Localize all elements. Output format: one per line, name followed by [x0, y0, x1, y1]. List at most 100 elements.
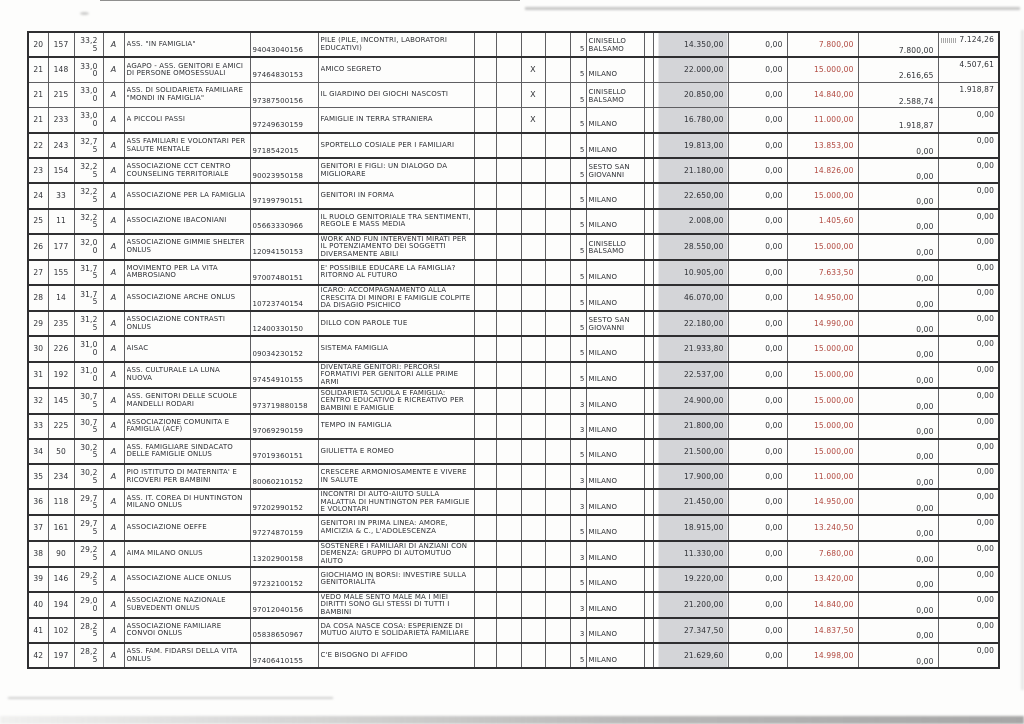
priority-number-cell: 5: [569, 56, 587, 83]
project-title-cell: E' POSSIBILE EDUCARE LA FAMIGLIA? RITORN…: [317, 258, 475, 286]
organization-name-cell-text: ASS FAMILIARI E VOLONTARI PER SALUTE MEN…: [126, 137, 246, 153]
amount-granted-cell: 11.000,00: [786, 107, 859, 134]
project-title-cell: CRESCERE ARMONIOSAMENTE E VIVERE IN SALU…: [317, 463, 475, 490]
mark-column-1-cell: [473, 488, 497, 516]
rank-cell: 23: [27, 157, 49, 184]
priority-number-cell: 5: [569, 30, 587, 58]
mark-column-4-cell: [544, 335, 571, 363]
organization-name-cell-text: AISAC: [126, 345, 149, 353]
rank-cell: 21: [27, 81, 49, 109]
mark-column-1-cell: [473, 258, 497, 286]
priority-number-cell: 5: [569, 641, 587, 669]
score-cell: 33,25: [73, 30, 104, 58]
fiscal-code-cell: 97202990152: [249, 488, 319, 516]
scan-artifact-top-line: [100, 0, 520, 1]
organization-name-cell: ASSOCIAZIONE ALICE ONLUS: [123, 565, 251, 593]
scan-artifact-bottom-streak: [8, 697, 333, 699]
amount-zero-cell: 0,00: [727, 437, 788, 465]
organization-name-cell: ASSOCIAZIONE NAZIONALE SUBVEDENTI ONLUS: [123, 590, 251, 619]
amount-zero-cell: 0,00: [727, 207, 788, 235]
mark-column-1-cell: [473, 310, 497, 337]
application-id-cell: 118: [47, 488, 75, 516]
application-id-cell: 226: [47, 335, 75, 363]
amount-zero-cell: 0,00: [727, 463, 788, 490]
application-id-cell: 233: [47, 107, 75, 134]
amount-final-cell: 0,00: [937, 590, 1000, 619]
application-id-cell: 235: [47, 310, 75, 337]
rank-cell: 21: [27, 107, 49, 134]
amount-paid-cell: 0,00: [857, 437, 939, 465]
priority-number-cell: 3: [569, 463, 587, 490]
amount-final-cell: 0,00: [937, 488, 1000, 516]
amount-requested-cell: 19.813,00: [652, 131, 729, 159]
amount-requested-cell: 21.933,80: [652, 335, 729, 363]
mark-column-1-cell: [473, 30, 497, 58]
mark-column-4-cell: [544, 182, 571, 210]
organization-name-cell-text: PIO ISTITUTO DI MATERNITA' E RICOVERI PE…: [126, 469, 237, 484]
city-cell: MILANO: [585, 488, 645, 516]
category-flag-cell: A: [102, 437, 125, 465]
application-id-cell: 102: [47, 616, 75, 644]
mark-column-1-cell: [473, 463, 497, 490]
project-title-cell-text: SPORTELLO COSIALE PER I FAMILIARI: [320, 141, 455, 149]
city-cell: MILANO: [585, 107, 645, 134]
table-row: 38 90 29,25 A AIMA MILANO ONLUS 13202900158 SO…: [27, 539, 1000, 568]
score-cell: 31,00: [73, 360, 104, 389]
priority-number-cell: 5: [569, 565, 587, 593]
spacer-cell: [643, 157, 654, 184]
table-row: 36 118 29,75 A ASS. IT. COREA DI HUNTINGTON …: [27, 488, 1000, 516]
spacer-cell: [643, 310, 654, 337]
spacer-cell: [643, 386, 654, 415]
mark-column-2-cell: [495, 81, 522, 109]
mark-column-2-cell: [495, 258, 522, 286]
mark-column-4-cell: [544, 131, 571, 159]
fiscal-code-cell: 97387500156: [249, 81, 319, 109]
application-id-cell: 234: [47, 463, 75, 490]
organization-name-cell-text: ASSOCIAZIONE PER LA FAMIGLIA: [126, 192, 246, 200]
x-mark-cell: [520, 616, 546, 644]
project-title-cell-text: GIULIETTA E ROMEO: [320, 447, 394, 455]
application-id-cell: 11: [47, 207, 75, 235]
city-cell: MILANO: [585, 284, 645, 312]
amount-requested-cell: 46.070,00: [652, 284, 729, 312]
fiscal-code-cell: 05663330966: [249, 207, 319, 235]
spacer-cell: [643, 182, 654, 210]
fiscal-code-cell: 97249630159: [249, 107, 319, 134]
x-mark-cell: X: [520, 56, 546, 83]
organization-name-cell: ASSOCIAZIONE CONTRASTI ONLUS: [123, 310, 251, 337]
amount-paid-cell: 0,00: [857, 539, 939, 568]
x-mark-cell: [520, 258, 546, 286]
amount-zero-cell: 0,00: [727, 565, 788, 593]
organization-name-cell-text: ASSOCIAZIONE CONTRASTI ONLUS: [126, 316, 226, 331]
mark-column-1-cell: [473, 616, 497, 644]
x-mark-cell: [520, 30, 546, 58]
amount-zero-cell: 0,00: [727, 107, 788, 134]
x-mark-cell: [520, 565, 546, 593]
city-cell: MILANO: [585, 360, 645, 389]
category-flag-cell: A: [102, 157, 125, 184]
table-row: 21 233 33,00 A A PICCOLI PASSI 97249630159 FAM…: [27, 107, 1000, 134]
priority-number-cell: 5: [569, 207, 587, 235]
mark-column-1-cell: [473, 107, 497, 134]
amount-requested-cell: 21.629,60: [652, 641, 729, 669]
table-row: 42 197 28,25 A ASS. FAM. FIDARSI DELLA VITA …: [27, 641, 1000, 669]
amount-paid-cell: 7.800,00: [857, 30, 939, 58]
mark-column-2-cell: [495, 56, 522, 83]
city-cell: MILANO: [585, 207, 645, 235]
mark-column-2-cell: [495, 514, 522, 542]
mark-column-1-cell: [473, 335, 497, 363]
mark-column-1-cell: [473, 131, 497, 159]
mark-column-2-cell: [495, 107, 522, 134]
amount-final-cell: 0,00: [937, 310, 1000, 337]
amount-granted-cell: 15.000,00: [786, 412, 859, 440]
mark-column-1-cell: [473, 412, 497, 440]
amount-paid-cell: 0,00: [857, 182, 939, 210]
fiscal-code-cell: 90023950158: [249, 157, 319, 184]
fiscal-code-cell: 97454910155: [249, 360, 319, 389]
x-mark-cell: [520, 157, 546, 184]
application-id-cell: 148: [47, 56, 75, 83]
mark-column-2-cell: [495, 310, 522, 337]
amount-paid-cell: 0,00: [857, 488, 939, 516]
amount-paid-cell: 0,00: [857, 616, 939, 644]
project-title-cell: GIOCHIAMO IN BORSI: INVESTIRE SULLA GENI…: [317, 565, 475, 593]
